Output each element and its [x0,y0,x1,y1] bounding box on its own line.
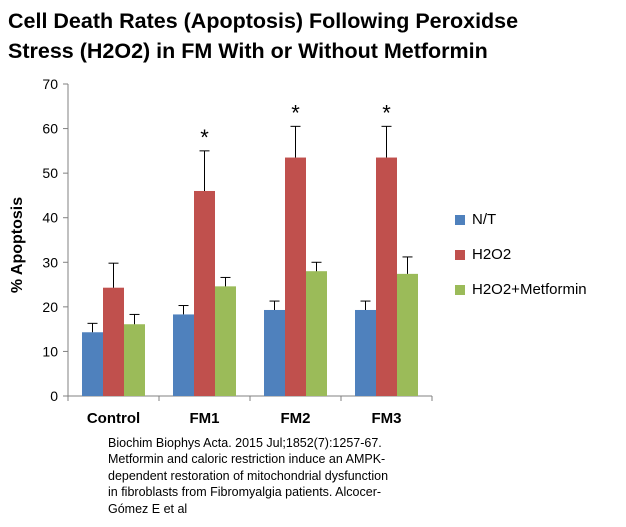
legend-swatch-nt [455,215,465,225]
bar [355,309,376,396]
chart-title-line-1: Cell Death Rates (Apoptosis) Following P… [8,9,519,33]
bar [215,286,236,396]
y-axis-title: % Apoptosis [9,197,26,293]
x-tick-label: FM2 [281,410,311,427]
significance-marker: * [382,100,391,125]
caption-line-1: Biochim Biophys Acta. 2015 Jul;1852(7):1… [108,436,382,450]
caption-line-2: Metformin and caloric restriction induce… [108,452,386,467]
bar [306,271,327,396]
bar [103,287,124,396]
bar [173,314,194,396]
citation-caption: Biochim Biophys Acta. 2015 Jul;1852(7):1… [108,435,468,517]
caption-line-5: Gómez E et al [108,501,188,516]
legend-swatch-h2o2 [455,250,465,260]
y-tick-label: 70 [42,76,58,92]
y-tick-label: 60 [42,121,58,137]
y-tick-label: 40 [42,210,58,226]
bar [397,273,418,396]
x-tick-label: FM1 [190,410,220,427]
legend-swatch-h2o2-metformin [455,285,465,295]
x-tick-label: Control [87,410,140,427]
bar [82,332,103,396]
bar [194,190,215,396]
legend-label-h2o2-metformin: H2O2+Metformin [472,281,587,298]
bar [264,309,285,396]
significance-marker: * [291,100,300,125]
y-tick-label: 0 [50,388,58,404]
y-tick-label: 10 [42,343,58,359]
bar [285,157,306,396]
caption-line-3: dependent restoration of mitochondrial d… [108,468,389,483]
y-tick-label: 50 [42,165,58,181]
y-tick-label: 20 [42,299,58,315]
caption-line-4: in fibroblasts from Fibromyalgia patient… [108,485,382,500]
x-tick-label: FM3 [372,410,402,427]
chart-title-line-2: Stress (H2O2) in FM With or Without Metf… [8,39,488,63]
legend-label-h2o2: H2O2 [472,246,512,263]
legend-label-nt: N/T [472,211,497,228]
bar [376,157,397,396]
y-tick-label: 30 [42,254,58,270]
bar [124,324,145,396]
chart-title: Cell Death Rates (Apoptosis) Following P… [8,6,620,66]
significance-marker: * [200,125,209,150]
